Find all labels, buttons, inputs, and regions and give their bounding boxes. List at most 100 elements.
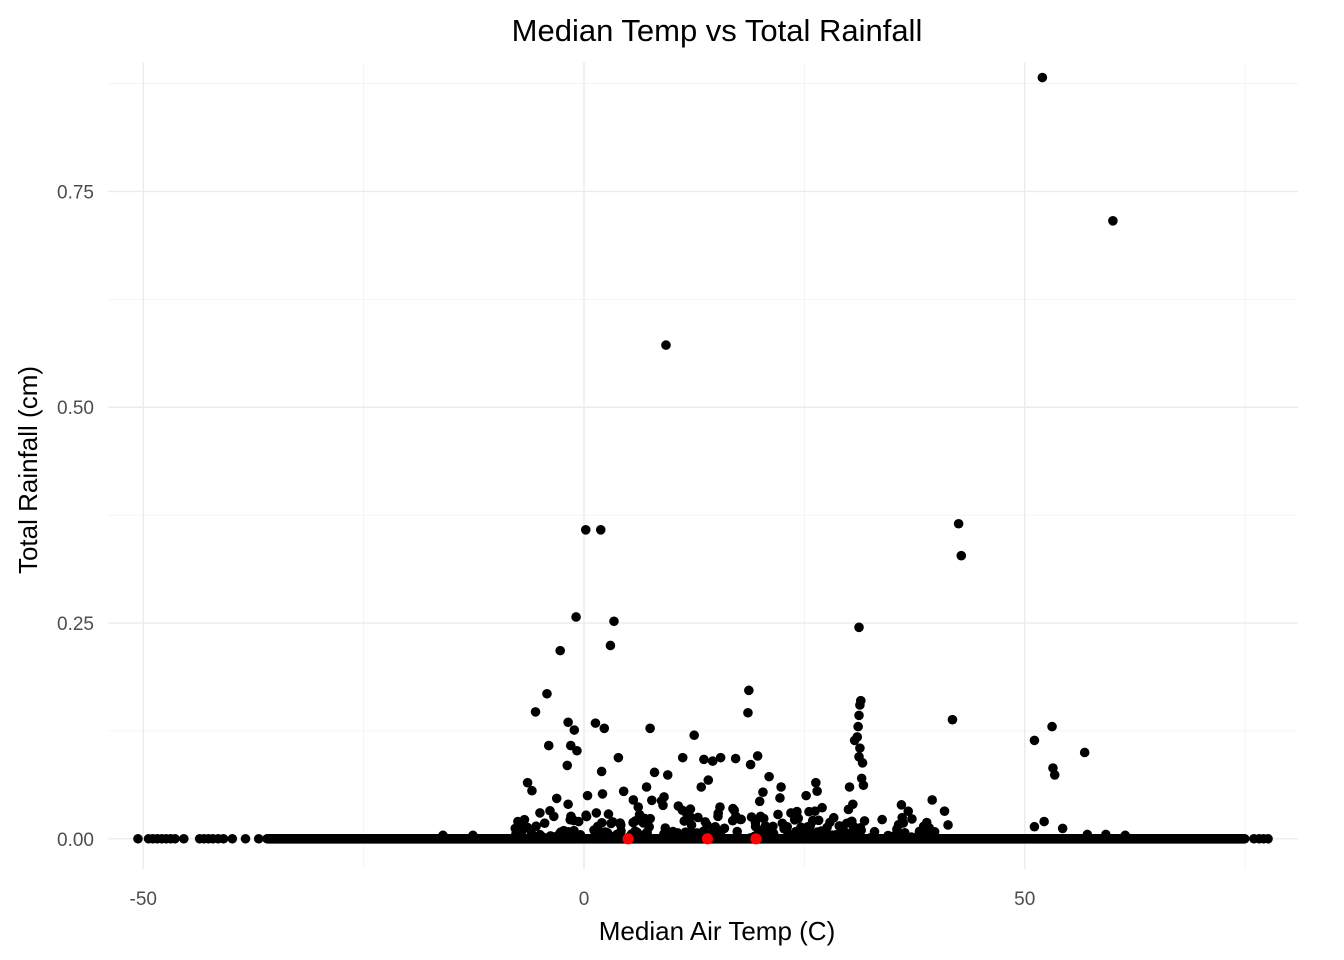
highlight-points [622,833,762,845]
data-point [542,688,552,699]
data-point [1029,735,1040,746]
data-point [581,810,591,821]
data-point [179,833,189,844]
data-point [773,809,783,820]
y-tick-label: 0.75 [57,182,94,203]
y-tick-label: 0.50 [57,398,94,419]
data-point [645,813,656,824]
data-point [855,743,865,753]
data-point [535,808,545,818]
data-point [595,525,606,535]
highlight-point [622,833,634,845]
data-points [438,72,1131,844]
data-point [928,828,939,839]
data-point [822,822,832,833]
data-point [764,771,774,782]
data-point [914,826,925,837]
data-point [898,818,909,828]
data-point [743,707,753,718]
x-axis-ticks: -50 0 50 [130,889,1036,910]
data-point [1108,216,1118,226]
data-point [702,820,712,830]
data-point [707,756,718,766]
data-point [858,780,869,791]
data-point [1101,829,1111,840]
data-point [859,816,870,826]
data-point [562,760,573,771]
data-point [1079,747,1090,758]
data-point [877,814,887,825]
x-tick-label: 50 [1014,889,1035,910]
y-tick-label: 0.00 [57,830,94,851]
data-point [744,685,754,696]
data-point [530,707,541,717]
data-point [603,809,614,819]
data-point [609,616,619,627]
data-point [571,612,581,622]
data-point [641,782,652,792]
data-point [685,812,696,822]
data-point [642,827,652,837]
data-point [659,792,669,802]
data-point [519,814,530,825]
data-point [760,821,771,831]
data-point [953,518,964,529]
data-point [956,550,967,561]
data-point [854,622,864,633]
data-point [685,804,696,814]
data-point [812,827,823,837]
data-point [805,820,816,831]
data-point [828,812,839,823]
data-point [218,833,229,844]
data-point [755,811,766,822]
data-point [572,745,582,756]
data-point [817,802,827,813]
data-point [853,721,863,732]
data-point [745,759,756,770]
data-point [903,806,914,817]
data-point [632,827,642,838]
data-point [761,833,772,844]
data-point [699,754,709,765]
data-point [1049,770,1060,780]
data-point [906,832,917,842]
data-point [729,805,740,816]
data-point [907,814,917,824]
data-point [538,832,549,843]
data-point [831,830,841,840]
data-point [649,767,660,778]
data-point [1263,833,1273,844]
data-point [595,828,606,839]
data-point [227,833,238,844]
data-point [696,782,707,792]
data-point [801,790,811,801]
data-point [618,786,629,797]
data-point [633,802,644,812]
data-point [253,833,264,844]
data-point [677,805,688,816]
data-point [553,830,563,841]
data-point [606,818,616,829]
data-point [848,799,858,810]
data-point [630,816,641,826]
data-point [605,640,616,651]
data-point [582,790,593,801]
y-tick-label: 0.25 [57,614,94,635]
data-point [645,723,655,734]
data-point [569,815,579,826]
data-point [602,828,613,838]
data-point [855,700,865,710]
data-point [240,833,251,844]
data-point [947,714,958,725]
data-point [864,833,874,844]
data-point [597,789,608,799]
data-point [522,822,533,833]
data-point [677,752,688,763]
highlight-point [701,833,714,845]
data-point [591,808,602,818]
data-point [170,833,180,844]
data-point [628,795,639,805]
data-point [569,825,579,836]
data-point [758,787,768,797]
